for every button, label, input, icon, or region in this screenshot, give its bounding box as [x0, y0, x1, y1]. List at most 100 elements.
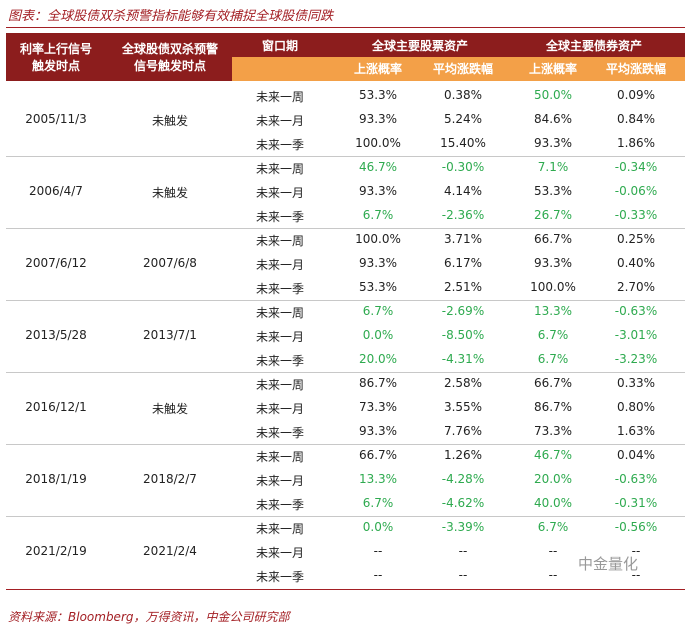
value-cell: 0.0% — [362, 328, 394, 342]
header-cell: 信号触发时点 — [133, 59, 206, 73]
signal-cell: 未触发 — [151, 186, 188, 200]
value-cell: 73.3% — [533, 424, 573, 438]
bottom-rule — [6, 589, 685, 590]
value-cell: 86.7% — [533, 400, 573, 414]
value-cell: -2.69% — [441, 304, 485, 318]
value-cell: 26.7% — [533, 208, 573, 222]
value-cell: -2.36% — [441, 208, 485, 222]
value-cell: 66.7% — [533, 232, 573, 246]
value-cell: 7.1% — [537, 160, 569, 174]
value-cell: 20.0% — [533, 472, 573, 486]
signal-cell: 未触发 — [151, 114, 188, 128]
value-cell: -3.39% — [441, 520, 485, 534]
value-cell: 93.3% — [358, 184, 398, 198]
value-cell: 7.76% — [443, 424, 483, 438]
value-cell: 93.3% — [533, 136, 573, 150]
value-cell: 6.7% — [362, 496, 394, 510]
header-cell: 触发时点 — [31, 59, 80, 73]
value-cell: 3.55% — [443, 400, 483, 414]
value-cell: -0.33% — [614, 208, 658, 222]
window-cell: 未来一周 — [255, 450, 304, 464]
value-cell: 20.0% — [358, 352, 398, 366]
value-cell: -4.62% — [441, 496, 485, 510]
value-cell: 1.26% — [443, 448, 483, 462]
window-cell: 未来一季 — [255, 210, 304, 224]
value-cell: -- — [373, 568, 383, 582]
date-cell: 2018/1/19 — [25, 472, 87, 486]
value-cell: 3.71% — [443, 232, 483, 246]
value-cell: 100.0% — [530, 280, 576, 294]
group-separator — [6, 228, 685, 229]
value-cell: 0.33% — [616, 376, 656, 390]
group-separator — [6, 516, 685, 517]
value-cell: 1.86% — [616, 136, 656, 150]
value-cell: 53.3% — [358, 88, 398, 102]
value-cell: 13.3% — [533, 304, 573, 318]
value-cell: 0.38% — [443, 88, 483, 102]
window-cell: 未来一周 — [255, 378, 304, 392]
value-cell: 6.7% — [537, 352, 569, 366]
value-cell: 0.40% — [616, 256, 656, 270]
value-cell: 46.7% — [358, 160, 398, 174]
group-separator — [6, 444, 685, 445]
window-cell: 未来一季 — [255, 426, 304, 440]
value-cell: 0.80% — [616, 400, 656, 414]
value-cell: 2.58% — [443, 376, 483, 390]
value-cell: -4.28% — [441, 472, 485, 486]
group-separator — [6, 156, 685, 157]
value-cell: -3.01% — [614, 328, 658, 342]
value-cell: 53.3% — [533, 184, 573, 198]
value-cell: -8.50% — [441, 328, 485, 342]
value-cell: 15.40% — [440, 136, 486, 150]
group-separator — [6, 372, 685, 373]
subheader-cell: 上涨概率 — [353, 62, 402, 76]
window-cell: 未来一季 — [255, 138, 304, 152]
date-cell: 2021/2/19 — [25, 544, 87, 558]
header-cell: 全球主要股票资产 — [371, 39, 468, 53]
value-cell: 6.7% — [537, 520, 569, 534]
value-cell: -- — [373, 544, 383, 558]
header-cell: 全球股债双杀预警 — [121, 42, 218, 56]
window-cell: 未来一月 — [255, 546, 304, 560]
header-cell: 全球主要债券资产 — [545, 39, 642, 53]
signal-cell: 2018/2/7 — [143, 472, 197, 486]
window-cell: 未来一季 — [255, 498, 304, 512]
title-rule — [6, 27, 685, 28]
value-cell: -0.63% — [614, 304, 658, 318]
signal-cell: 2013/7/1 — [143, 328, 197, 342]
value-cell: -0.56% — [614, 520, 658, 534]
header-cell: 利率上行信号 — [19, 42, 92, 56]
value-cell: 0.84% — [616, 112, 656, 126]
value-cell: -- — [458, 544, 468, 558]
window-cell: 未来一周 — [255, 162, 304, 176]
value-cell: -0.06% — [614, 184, 658, 198]
value-cell: -- — [458, 568, 468, 582]
value-cell: -3.23% — [614, 352, 658, 366]
value-cell: 84.6% — [533, 112, 573, 126]
value-cell: 93.3% — [358, 424, 398, 438]
window-cell: 未来一周 — [255, 90, 304, 104]
signal-cell: 2007/6/8 — [143, 256, 197, 270]
value-cell: 93.3% — [358, 112, 398, 126]
value-cell: 50.0% — [533, 88, 573, 102]
value-cell: 13.3% — [358, 472, 398, 486]
window-cell: 未来一周 — [255, 234, 304, 248]
window-cell: 未来一季 — [255, 570, 304, 584]
date-cell: 2013/5/28 — [25, 328, 87, 342]
value-cell: 6.7% — [537, 328, 569, 342]
value-cell: 2.51% — [443, 280, 483, 294]
value-cell: 2.70% — [616, 280, 656, 294]
window-cell: 未来一季 — [255, 354, 304, 368]
value-cell: 0.04% — [616, 448, 656, 462]
signal-cell: 2021/2/4 — [143, 544, 197, 558]
value-cell: 53.3% — [358, 280, 398, 294]
source: 资料来源：Bloomberg，万得资讯，中金公司研究部 — [8, 610, 290, 624]
value-cell: 93.3% — [358, 256, 398, 270]
window-cell: 未来一月 — [255, 186, 304, 200]
value-cell: -0.30% — [441, 160, 485, 174]
window-cell: 未来一周 — [255, 306, 304, 320]
value-cell: 40.0% — [533, 496, 573, 510]
value-cell: 86.7% — [358, 376, 398, 390]
value-cell: 6.17% — [443, 256, 483, 270]
